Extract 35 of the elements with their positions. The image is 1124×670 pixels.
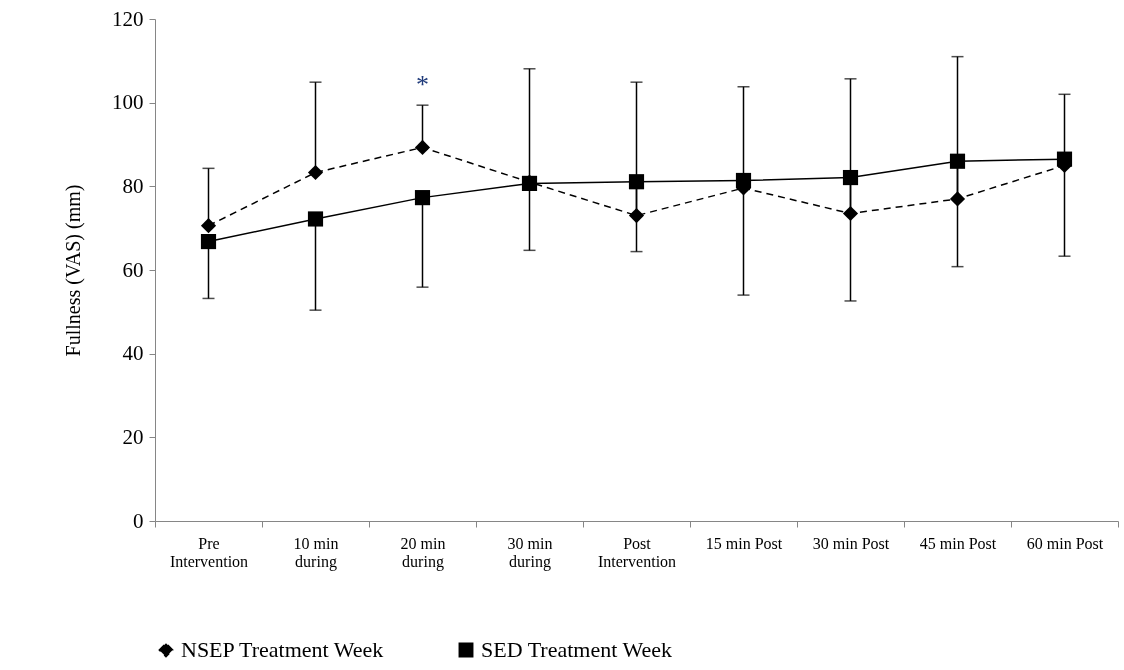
x-tick-label: 60 min Post bbox=[1026, 534, 1104, 552]
y-tick-label: 40 bbox=[122, 341, 144, 366]
point bbox=[307, 164, 324, 181]
x-tick-label: 10 min during bbox=[293, 534, 339, 571]
point bbox=[200, 233, 217, 250]
point bbox=[735, 172, 752, 189]
point bbox=[949, 153, 966, 169]
y-tick-label: 0 bbox=[133, 508, 144, 533]
point bbox=[628, 174, 645, 190]
point bbox=[949, 191, 966, 207]
legend-label: NSEP Treatment Week bbox=[181, 637, 384, 662]
point bbox=[1056, 151, 1073, 167]
annotation: * bbox=[416, 70, 429, 100]
y-tick-label: 60 bbox=[122, 257, 144, 282]
x-tick-label: 15 min Post bbox=[705, 534, 783, 552]
x-tick-label: 30 min Post bbox=[812, 534, 890, 552]
point bbox=[628, 208, 645, 224]
point bbox=[307, 211, 324, 227]
y-tick-label: 120 bbox=[112, 6, 144, 31]
point bbox=[414, 190, 431, 206]
point bbox=[200, 218, 217, 234]
point bbox=[842, 205, 859, 222]
x-tick-label: Pre Intervention bbox=[169, 534, 249, 570]
y-axis-title: Fullness (VAS) (mm) bbox=[62, 184, 85, 357]
legend-label: SED Treatment Week bbox=[481, 637, 672, 662]
point bbox=[521, 175, 538, 191]
y-tick-label: 100 bbox=[112, 90, 144, 115]
x-tick-label: 45 min Post bbox=[919, 534, 997, 552]
point bbox=[414, 139, 431, 156]
x-tick-label: 20 min during bbox=[400, 534, 446, 571]
y-tick-label: 80 bbox=[122, 173, 144, 198]
x-tick-label: 30 min during bbox=[507, 534, 553, 571]
point bbox=[842, 169, 859, 186]
x-tick-label: Post Intervention bbox=[597, 534, 677, 570]
y-tick-label: 20 bbox=[122, 424, 144, 449]
